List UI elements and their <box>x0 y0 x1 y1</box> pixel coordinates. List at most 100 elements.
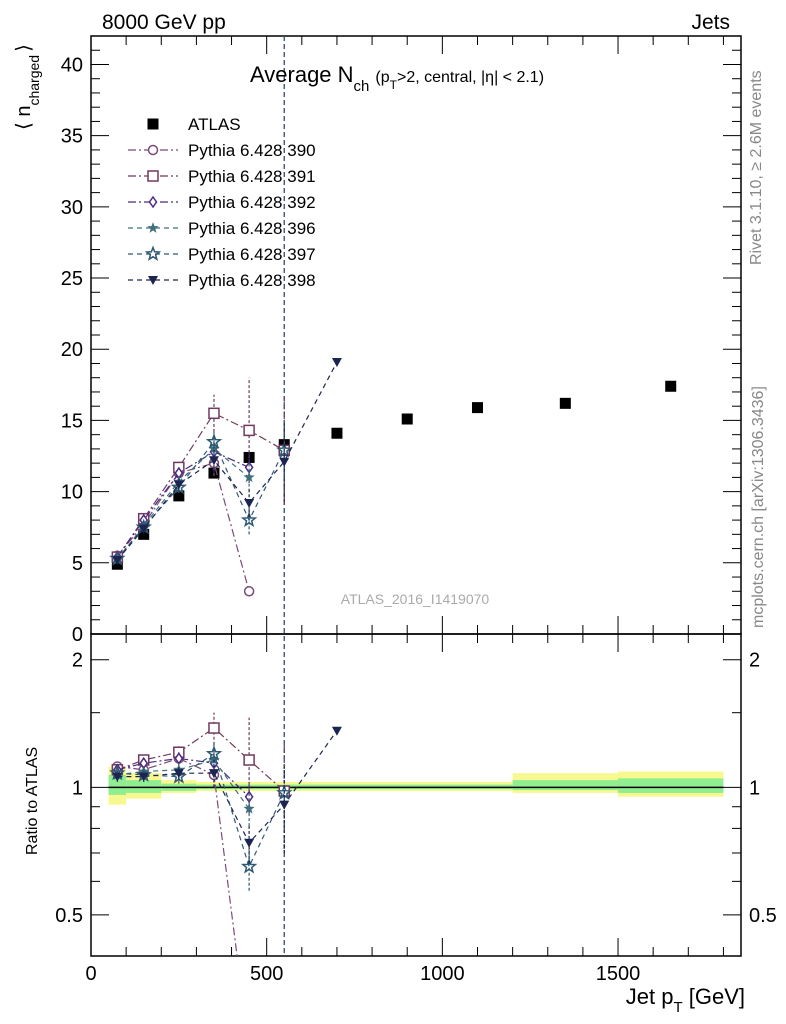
ratio-data-point <box>205 745 223 761</box>
legend-marker <box>147 144 159 156</box>
y-tick-label: 25 <box>61 268 83 290</box>
data-point <box>331 358 342 368</box>
y-tick-label: 30 <box>61 197 83 219</box>
x-tick-label: 1000 <box>420 963 465 985</box>
data-point <box>243 424 255 437</box>
ratio-series-layer <box>109 712 342 956</box>
ratio-data-point <box>208 769 219 779</box>
legend-label: Pythia 6.428 398 <box>188 271 316 290</box>
header-collision-label: 8000 GeV pp <box>102 11 226 34</box>
legend-label: Pythia 6.428 397 <box>188 245 316 264</box>
data-point <box>240 511 258 528</box>
ratio-series-clipped <box>109 712 342 956</box>
ratio-y-axis-label: Ratio to ATLAS <box>24 747 41 855</box>
legend-entry: Pythia 6.428 398 <box>128 271 316 290</box>
ratio-data-point <box>173 769 184 779</box>
band-green <box>618 778 724 793</box>
band-green <box>512 780 619 791</box>
ratio-y-tick-label-right: 0.5 <box>749 905 777 927</box>
ratio-y-tick-label-right: 2 <box>749 650 760 672</box>
main-panel: 0 5 10 15 20 25 30 35 40 Average Nch(pT>2, centr… <box>13 35 742 956</box>
data-point <box>243 471 255 483</box>
series-line <box>116 361 338 561</box>
data-point <box>244 499 255 509</box>
ratio-data-point <box>243 754 255 766</box>
legend-label: Pythia 6.428 396 <box>188 219 316 238</box>
data-point <box>173 480 184 490</box>
legend-entry: Pythia 6.428 392 <box>128 193 316 212</box>
legend-label: ATLAS <box>188 115 241 134</box>
data-point <box>173 490 185 502</box>
ratio-data-point <box>244 838 255 848</box>
band-green <box>108 774 127 795</box>
legend-entry: Pythia 6.428 396 <box>128 219 316 238</box>
legend-marker <box>147 118 159 130</box>
x-tick-label: 500 <box>250 963 283 985</box>
legend-marker <box>147 170 159 182</box>
data-point <box>112 555 123 565</box>
legend-marker <box>148 195 158 209</box>
legend-entry: Pythia 6.428 391 <box>128 167 316 186</box>
ratio-data-point <box>138 765 150 777</box>
ratio-series-line <box>117 759 250 810</box>
ratio-axis-ticks: 0.5 0.5 1 1 2 2 0 500 1000 1500 <box>55 634 777 985</box>
y-tick-label: 35 <box>61 126 83 148</box>
ratio-frame <box>90 633 742 957</box>
legend-marker <box>147 222 159 233</box>
legend-entry: Pythia 6.428 397 <box>128 245 316 264</box>
data-point <box>276 441 293 458</box>
main-y-axis-label: ⟨ ncharged⟩ <box>13 44 42 130</box>
data-point <box>331 427 343 439</box>
y-tick-label: 5 <box>72 553 83 575</box>
ratio-panel: 0.5 0.5 1 1 2 2 0 500 1000 1500 Ratio to ATLAS Je… <box>24 633 777 1016</box>
ratio-y-tick-label: 0.5 <box>55 905 83 927</box>
ratio-series-line <box>117 757 250 798</box>
ratio-data-point <box>243 802 255 814</box>
ratio-series-5 <box>112 726 342 864</box>
legend-label: Pythia 6.428 392 <box>188 193 316 212</box>
series-5 <box>109 421 293 566</box>
legend-label: Pythia 6.428 391 <box>188 167 316 186</box>
data-point <box>471 402 483 414</box>
data-point <box>243 586 255 597</box>
y-tick-label: 15 <box>61 410 83 432</box>
legend-marker <box>148 276 158 285</box>
series-line <box>116 440 285 559</box>
y-tick-label: 0 <box>72 624 83 646</box>
header-process-label: Jets <box>691 11 730 34</box>
data-point <box>279 457 290 467</box>
mcplots-source-label: mcplots.cern.ch [arXiv:1306.3436] <box>750 386 767 628</box>
main-series-layer <box>109 36 677 956</box>
ratio-uncertainty-bands <box>108 766 724 805</box>
rivet-version-label: Rivet 3.1.10, ≥ 2.6M events <box>748 70 765 265</box>
data-point <box>665 380 677 392</box>
y-tick-label: 20 <box>61 339 83 361</box>
data-point <box>208 456 219 466</box>
ratio-y-tick-label: 1 <box>72 777 83 799</box>
ratio-y-tick-label: 2 <box>72 650 83 672</box>
ratio-data-point <box>240 857 258 874</box>
ratio-series-line <box>117 757 238 956</box>
x-tick-label: 1500 <box>596 963 641 985</box>
ratio-data-point <box>174 752 184 765</box>
band-green <box>126 780 162 793</box>
legend-marker <box>144 245 162 262</box>
main-axis-ticks: 0 5 10 15 20 25 30 35 40 <box>61 36 741 646</box>
x-tick-label: 0 <box>85 963 96 985</box>
ratio-data-point <box>112 772 123 782</box>
ratio-data-point <box>279 800 290 810</box>
ratio-data-point <box>138 772 149 782</box>
ratio-data-point <box>331 726 342 736</box>
data-point <box>138 528 150 540</box>
legend-entry: ATLAS <box>147 115 241 134</box>
data-point <box>559 397 571 409</box>
plot-title: Average Nch(pT>2, central, |η| < 2.1) <box>250 62 544 95</box>
x-axis-label: Jet pT [GeV] <box>626 984 745 1016</box>
legend: ATLAS Pythia 6.428 390 Pythia 6.428 391 Pyt… <box>128 115 316 290</box>
series-0 <box>111 380 677 570</box>
legend-entry: Pythia 6.428 390 <box>128 141 316 160</box>
ratio-data-point <box>244 790 254 804</box>
analysis-tag: ATLAS_2016_I1419070 <box>341 591 490 607</box>
data-point <box>401 413 413 425</box>
